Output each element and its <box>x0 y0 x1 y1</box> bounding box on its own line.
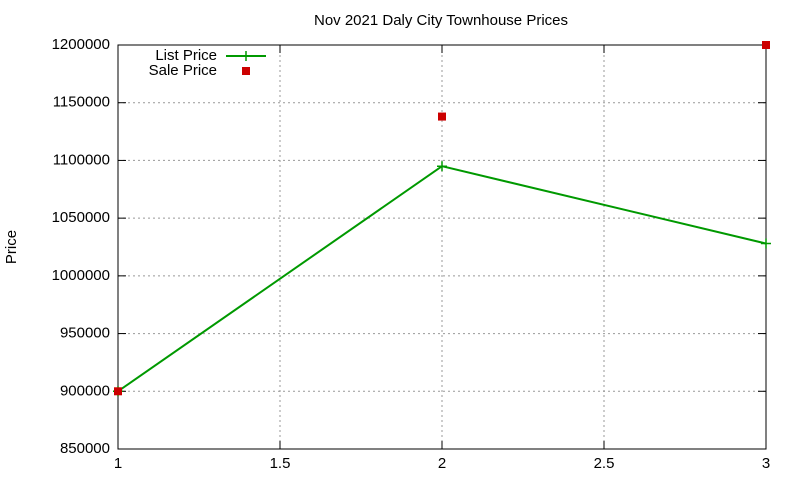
legend-label: List Price <box>155 47 217 64</box>
y-axis-label: Price <box>3 230 20 264</box>
x-tick-label: 2.5 <box>594 455 615 472</box>
square-marker <box>438 112 446 121</box>
y-tick-label: 1000000 <box>52 267 110 284</box>
x-tick-label: 1 <box>114 455 122 472</box>
y-tick-label: 1200000 <box>52 36 110 53</box>
chart-title: Nov 2021 Daly City Townhouse Prices <box>314 12 568 29</box>
plus-marker <box>761 238 771 249</box>
y-tick-label: 1100000 <box>53 151 110 168</box>
y-tick-label: 950000 <box>60 325 110 342</box>
x-tick-label: 1.5 <box>270 455 291 472</box>
x-tick-label: 3 <box>762 455 770 472</box>
square-marker <box>114 387 122 396</box>
square-marker <box>762 41 770 49</box>
plus-marker <box>437 161 447 172</box>
y-tick-label: 1050000 <box>52 209 110 226</box>
y-tick-label: 1150000 <box>53 94 110 111</box>
y-tick-label: 850000 <box>60 440 110 457</box>
legend-marker <box>241 51 251 61</box>
x-tick-label: 2 <box>438 455 446 472</box>
y-tick-label: 900000 <box>60 382 110 399</box>
legend-marker <box>242 67 250 75</box>
legend-label: Sale Price <box>149 62 217 79</box>
